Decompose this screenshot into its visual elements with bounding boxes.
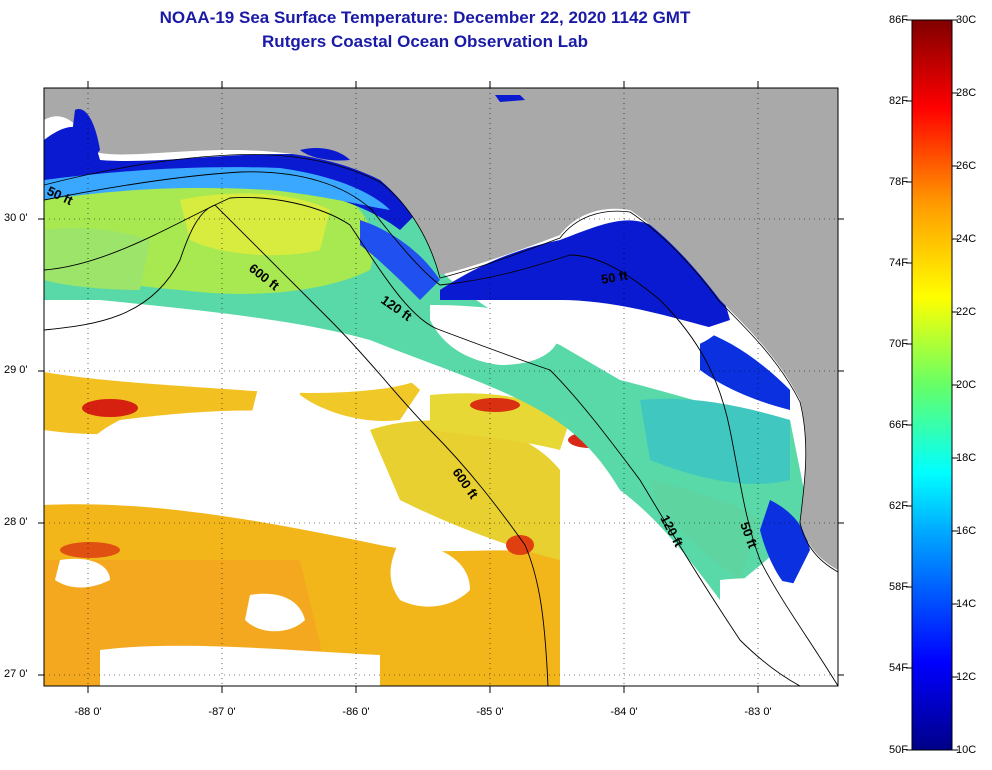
colorbar-f-label: 70F bbox=[889, 338, 908, 350]
colorbar-c-label: 14C bbox=[956, 598, 977, 610]
lat-label: 30 0' bbox=[4, 212, 28, 224]
colorbar-f-label: 78F bbox=[889, 176, 908, 188]
map-title: NOAA-19 Sea Surface Temperature: Decembe… bbox=[159, 8, 691, 27]
map-field: 50 ft 600 ft 120 ft 50 ft 600 ft 120 ft … bbox=[44, 88, 838, 686]
map-frame bbox=[43, 87, 839, 687]
isobath-120ft bbox=[44, 197, 801, 686]
colorbar-c-label: 30C bbox=[956, 14, 977, 26]
colorbar-c-label: 20C bbox=[956, 379, 977, 391]
colorbar-c-label: 18C bbox=[956, 452, 977, 464]
colorbar-ticks bbox=[906, 19, 958, 751]
cold-water-region bbox=[440, 220, 730, 330]
colorbar-f-label: 86F bbox=[889, 14, 908, 26]
land-mass bbox=[44, 88, 838, 570]
lon-label: -88 0' bbox=[74, 706, 102, 718]
lon-label: -86 0' bbox=[342, 706, 370, 718]
lon-label: -84 0' bbox=[610, 706, 638, 718]
colorbar bbox=[911, 19, 953, 751]
lon-label: -87 0' bbox=[208, 706, 236, 718]
lat-label: 29 0' bbox=[4, 364, 28, 376]
colorbar-f-label: 82F bbox=[889, 95, 908, 107]
colorbar-f-label: 74F bbox=[889, 257, 908, 269]
colorbar-c-label: 22C bbox=[956, 306, 977, 318]
map-subtitle: Rutgers Coastal Ocean Observation Lab bbox=[262, 32, 588, 51]
colorbar-c-label: 12C bbox=[956, 671, 977, 683]
colorbar-c-label: 28C bbox=[956, 87, 977, 99]
colorbar-f-label: 62F bbox=[889, 500, 908, 512]
colorbar-f-label: 58F bbox=[889, 581, 908, 593]
colorbar-f-label: 50F bbox=[889, 744, 908, 756]
colorbar-f-label: 54F bbox=[889, 662, 908, 674]
lon-label: -85 0' bbox=[476, 706, 504, 718]
isobath-label: 50 ft bbox=[600, 267, 630, 287]
lat-label: 27 0' bbox=[4, 668, 28, 680]
colorbar-c-label: 24C bbox=[956, 233, 977, 245]
axis-ticks bbox=[38, 81, 844, 693]
isobath-600ft bbox=[44, 204, 549, 686]
lat-label: 28 0' bbox=[4, 516, 28, 528]
colorbar-c-label: 10C bbox=[956, 744, 977, 756]
lon-label: -83 0' bbox=[744, 706, 772, 718]
colorbar-f-label: 66F bbox=[889, 419, 908, 431]
colorbar-c-label: 16C bbox=[956, 525, 977, 537]
isobath-50ft bbox=[44, 171, 838, 686]
colorbar-c-label: 26C bbox=[956, 160, 977, 172]
